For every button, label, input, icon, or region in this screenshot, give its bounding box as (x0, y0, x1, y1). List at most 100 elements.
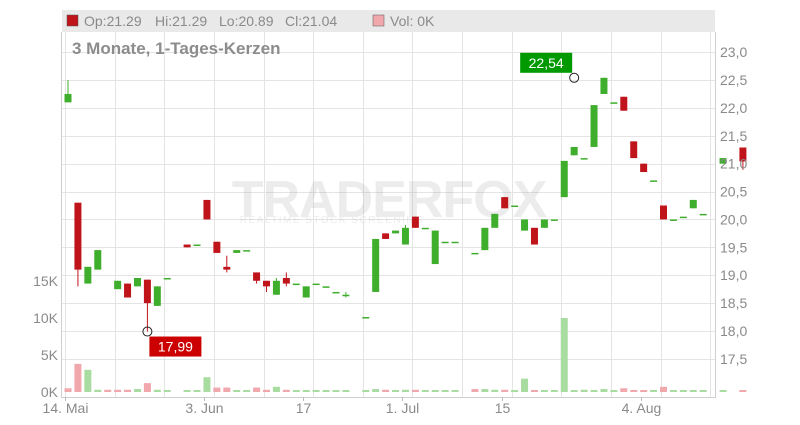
volume-bar (650, 390, 658, 392)
price-axis: 17,5 18,0 18,5 19,0 19,5 20,0 20,5 21,0 21,5 22,0… (720, 44, 747, 367)
volume-bar (620, 388, 628, 392)
candle-body (84, 266, 92, 284)
volume-bar (481, 389, 489, 392)
price-tick-label: 22,0 (720, 100, 747, 116)
volume-bar (114, 389, 122, 392)
ohlc-close: Cl:21.04 (285, 13, 337, 29)
volume-bar (421, 390, 429, 392)
volume-bar (600, 389, 608, 392)
volume-bar (401, 389, 409, 392)
candle-body (669, 219, 677, 221)
candle-body (133, 277, 141, 287)
volume-bar (550, 390, 558, 392)
candle-body (540, 219, 548, 228)
candle-body (441, 241, 449, 244)
volume-bar (610, 390, 618, 392)
price-tick-label: 23,0 (720, 44, 747, 60)
candle-body (153, 286, 161, 306)
volume-bars (64, 318, 747, 392)
ohlc-legend-swatch (66, 14, 79, 27)
candle-body (431, 230, 439, 265)
candle-body (550, 219, 558, 221)
candle-body (610, 102, 618, 104)
price-tick-label: 20,5 (720, 184, 747, 200)
candle-body (521, 219, 529, 231)
candle-body (253, 272, 261, 281)
price-tick-label: 21,0 (720, 156, 747, 172)
date-tick-label: 4. Aug (622, 400, 662, 416)
volume-bar (243, 390, 251, 392)
date-tick-label: 14. Mai (43, 400, 89, 416)
candle-body (719, 158, 727, 164)
volume-bar (282, 389, 290, 392)
ohlc-low: Lo:20.89 (219, 13, 274, 29)
volume-bar (471, 389, 479, 392)
candle-body (739, 147, 747, 162)
candle-body (600, 77, 608, 94)
price-tick-label: 18,0 (720, 323, 747, 339)
candle-body (401, 227, 409, 245)
candle-body (530, 227, 538, 245)
volume-legend-swatch (372, 14, 385, 27)
price-tick-label: 17,5 (720, 351, 747, 367)
candle-body (64, 93, 72, 103)
volume-tick-label: 5K (41, 347, 59, 363)
volume-bar (630, 390, 638, 392)
candle-body (560, 160, 568, 198)
volume-bar (739, 390, 747, 392)
volume-bar (699, 390, 707, 392)
candle-body (471, 252, 479, 255)
high-label-box (520, 52, 573, 73)
candle-body (213, 241, 221, 253)
candle-body (501, 197, 509, 209)
volume-bar (540, 390, 548, 392)
volume-bar (501, 389, 509, 392)
extreme-marker (569, 72, 580, 83)
price-tick-label: 20,0 (720, 211, 747, 227)
volume-bar (263, 389, 270, 392)
volume-bar (143, 383, 151, 392)
volume-bar (124, 389, 132, 392)
volume-bar (183, 390, 191, 392)
candle-body (679, 216, 687, 219)
volume-bar (332, 390, 340, 392)
price-tick-label: 22,5 (720, 72, 747, 88)
candle-body (362, 317, 370, 319)
candle-body (630, 141, 638, 159)
volume-bar (411, 389, 419, 392)
volume-bar (669, 390, 677, 392)
volume-tick-label: 10K (33, 310, 59, 326)
candle-body (491, 213, 499, 228)
date-axis: 14. Mai 3. Jun 17 1. Jul 15 4. Aug (43, 397, 662, 416)
volume-bar (322, 390, 330, 392)
candle-body (312, 283, 320, 286)
candle-body (689, 199, 697, 209)
volume-bar (233, 390, 241, 392)
ohlc-header-bar (62, 10, 715, 32)
extreme-marker (142, 326, 153, 337)
candle-body (272, 280, 280, 295)
volume-bar (163, 390, 171, 392)
candle-body (382, 233, 390, 239)
volume-bar (590, 390, 598, 392)
candle-body (372, 238, 380, 292)
volume-tick-label: 15K (33, 273, 59, 289)
volume-tick-label: 0K (41, 384, 59, 400)
volume-bar (302, 390, 310, 392)
candle-body (94, 250, 102, 270)
date-tick-label: 3. Jun (185, 400, 223, 416)
date-tick-label: 1. Jul (386, 400, 419, 416)
candle-body (322, 286, 330, 288)
volume-bar (223, 387, 231, 392)
volume-bar (292, 390, 300, 392)
volume-bar (382, 389, 390, 392)
volume-bar (521, 378, 529, 392)
candle-body (282, 277, 290, 284)
volume-bar (560, 318, 568, 392)
candle-body (451, 241, 459, 244)
date-tick-label: 15 (495, 400, 511, 416)
candle-body (481, 227, 489, 251)
annotations: 22,54 17,99 (142, 52, 580, 357)
candle-body (203, 199, 211, 220)
